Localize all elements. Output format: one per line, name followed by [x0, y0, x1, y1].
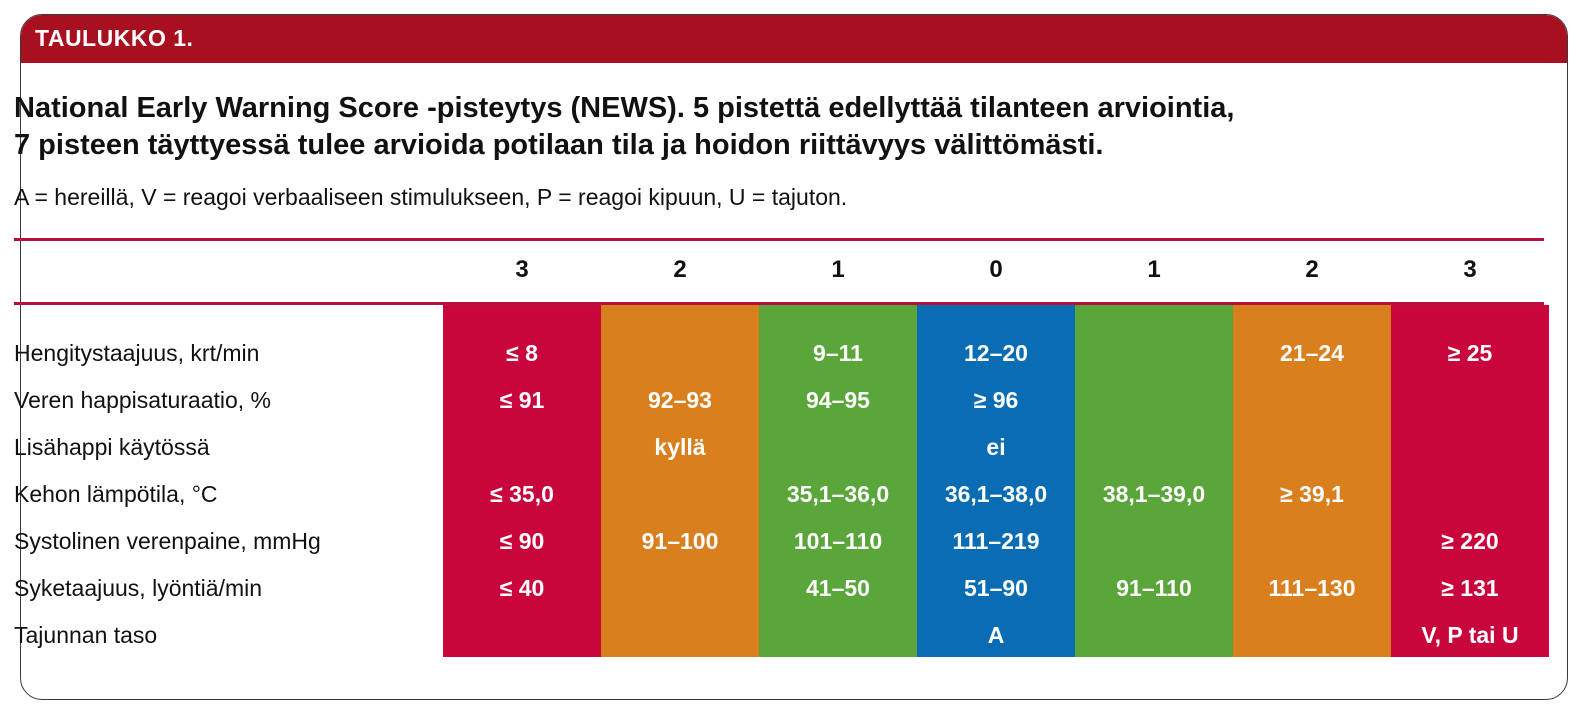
table-cell: ≤ 40 — [499, 575, 545, 601]
table-cell: A — [987, 622, 1005, 648]
row-label: Lisähappi käytössä — [14, 434, 210, 460]
table-cell: 38,1–39,0 — [1102, 481, 1206, 507]
table-cell: 91–110 — [1116, 575, 1192, 601]
score-column-4: 38,1–39,0 91–110 — [1075, 305, 1233, 657]
table-cell: ≤ 8 — [506, 340, 538, 366]
table-title: National Early Warning Score -pisteytys … — [14, 90, 1514, 164]
score-column-2: 9–11 94–95 35,1–36,0 101–110 41–50 — [759, 305, 917, 657]
divider-header — [14, 302, 1544, 305]
title-line-1: National Early Warning Score -pisteytys … — [14, 92, 1235, 124]
score-column-5: 21–24 ≥ 39,1 111–130 — [1233, 305, 1391, 657]
table-cell: ≤ 91 — [499, 387, 545, 413]
divider-top — [14, 238, 1544, 241]
table-cell: ≤ 35,0 — [490, 481, 554, 507]
row-label: Systolinen verenpaine, mmHg — [14, 528, 321, 554]
table-cell: ≥ 25 — [1447, 340, 1493, 366]
row-label: Hengitystaajuus, krt/min — [14, 340, 260, 366]
table-cell: 94–95 — [806, 387, 870, 413]
table-cell: 101–110 — [793, 528, 883, 554]
table-cell: ≤ 90 — [499, 528, 545, 554]
header-bar: TAULUKKO 1. — [21, 15, 1567, 63]
table-cell: V, P tai U — [1421, 622, 1519, 648]
table-cell: 36,1–38,0 — [944, 481, 1048, 507]
table-cell: ei — [986, 434, 1006, 460]
table-legend: A = hereillä, V = reagoi verbaaliseen st… — [14, 184, 848, 210]
row-label: Veren happisaturaatio, % — [14, 387, 272, 413]
table-cell: 92–93 — [648, 387, 712, 413]
score-header-1: 2 — [673, 256, 687, 283]
table-cell: 12–20 — [964, 340, 1028, 366]
title-line-2: 7 pisteen täyttyessä tulee arvioida poti… — [14, 129, 1104, 161]
score-header-5: 2 — [1305, 256, 1319, 283]
score-column-6: ≥ 25 ≥ 220 ≥ 131 V, P tai U — [1391, 305, 1549, 657]
score-column-1: 92–93 kyllä 91–100 — [601, 305, 759, 657]
table-cell: 35,1–36,0 — [786, 481, 890, 507]
row-label: Tajunnan taso — [14, 622, 158, 648]
score-header-6: 3 — [1463, 256, 1477, 283]
table-cell: 9–11 — [813, 340, 863, 366]
row-label: Syketaajuus, lyöntiä/min — [14, 575, 263, 601]
table-number-label: TAULUKKO 1. — [35, 25, 194, 51]
table-cell: 111–219 — [952, 528, 1040, 554]
table-cell: ≥ 96 — [973, 387, 1019, 413]
score-header-0: 3 — [515, 256, 529, 283]
table-cell: 21–24 — [1280, 340, 1344, 366]
score-column-3: 12–20 ≥ 96 ei 36,1–38,0 111–219 51–90 A — [917, 305, 1075, 657]
score-header-3: 0 — [989, 256, 1003, 283]
table-cell: ≥ 131 — [1441, 575, 1499, 601]
table-cell: ≥ 220 — [1441, 528, 1499, 554]
table-cell: kyllä — [654, 434, 706, 460]
row-label: Kehon lämpötila, °C — [14, 481, 218, 507]
score-header-4: 1 — [1147, 256, 1161, 283]
table-cell: ≥ 39,1 — [1280, 481, 1344, 507]
score-column-0: ≤ 8 ≤ 91 ≤ 35,0 ≤ 90 ≤ 40 — [443, 305, 601, 657]
table-cell: 51–90 — [964, 575, 1028, 601]
table-cell: 111–130 — [1268, 575, 1356, 601]
score-header-2: 1 — [831, 256, 845, 283]
table-cell: 41–50 — [806, 575, 870, 601]
table-cell: 91–100 — [641, 528, 719, 554]
